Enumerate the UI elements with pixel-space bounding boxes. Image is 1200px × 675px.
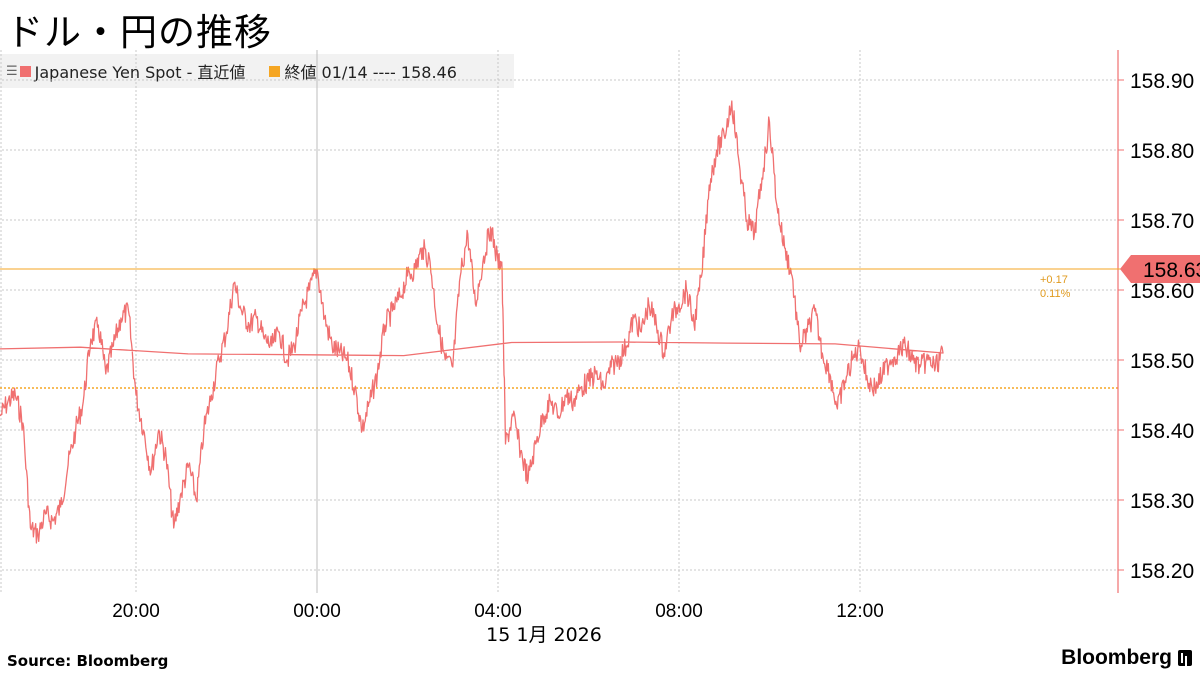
source-note: Source: Bloomberg xyxy=(7,652,169,670)
bloomberg-logo: Bloomberg xyxy=(1061,646,1192,670)
y-tick-label-1: 158.30 xyxy=(1130,490,1194,513)
series-line-japanese-yen-spot xyxy=(0,100,944,544)
y-tick-label-3: 158.50 xyxy=(1130,350,1194,373)
legend-swatch-series xyxy=(19,65,31,77)
x-tick-label-4: 12:00 xyxy=(836,601,884,622)
date-label: 15 1月 2026 xyxy=(486,624,602,646)
y-tick-label-2: 158.40 xyxy=(1130,420,1194,443)
legend-pin-icon[interactable]: ☰ xyxy=(6,63,18,79)
x-tick-label-3: 08:00 xyxy=(655,601,703,622)
y-tick-label-7: 158.90 xyxy=(1130,70,1194,93)
legend-item-close[interactable]: 終値 01/14 ---- 158.46 xyxy=(267,59,457,83)
legend-series-label: Japanese Yen Spot - 直近値 xyxy=(34,63,246,82)
y-tick-label-0: 158.20 xyxy=(1130,560,1194,583)
change-pct-label: 0.11% xyxy=(1040,288,1071,300)
legend-swatch-close xyxy=(269,65,281,77)
bloomberg-terminal-icon xyxy=(1178,650,1192,666)
legend-close-label: 終値 01/14 ---- 158.46 xyxy=(284,63,457,82)
legend: ☰ Japanese Yen Spot - 直近値 終値 01/14 ---- … xyxy=(0,54,514,88)
last-value-badge xyxy=(1120,255,1200,283)
y-tick-label-4: 158.60 xyxy=(1130,280,1194,303)
logo-text: Bloomberg xyxy=(1061,646,1172,669)
chart-title: ドル・円の推移 xyxy=(6,11,272,54)
x-tick-label-0: 20:00 xyxy=(112,601,160,622)
y-tick-label-6: 158.80 xyxy=(1130,140,1194,163)
y-tick-label-5: 158.70 xyxy=(1130,210,1194,233)
x-tick-label-2: 04:00 xyxy=(474,601,522,622)
last-value-label: 158.63 xyxy=(1143,259,1200,282)
change-label: +0.17 xyxy=(1040,274,1068,286)
x-tick-label-1: 00:00 xyxy=(293,601,341,622)
legend-item-series[interactable]: Japanese Yen Spot - 直近値 xyxy=(18,59,246,83)
